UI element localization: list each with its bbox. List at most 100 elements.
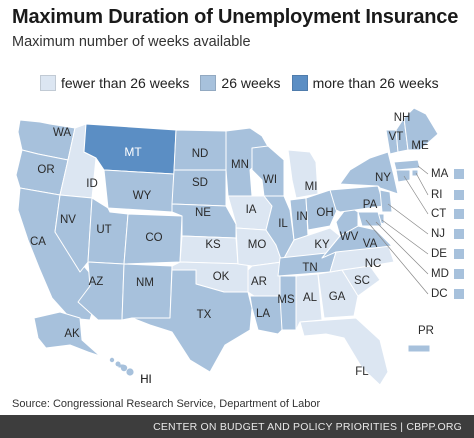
source-note: Source: Congressional Research Service, …: [12, 398, 321, 410]
state-label-ny: NY: [375, 172, 391, 184]
state-label-hi: HI: [140, 374, 152, 386]
map-title: Maximum Duration of Unemployment Insuran…: [12, 6, 459, 28]
callout-line-nj: [387, 203, 429, 235]
state-tx: [131, 269, 253, 373]
state-label-vt: VT: [389, 131, 404, 143]
callout-label-dc: DC: [431, 288, 448, 300]
legend-label-26: 26 weeks: [221, 75, 281, 91]
state-ny: [339, 151, 399, 195]
state-hi-island: [115, 361, 121, 367]
callout-line-md: [375, 221, 429, 275]
state-label-tn: TN: [302, 262, 317, 274]
state-label-id: ID: [86, 178, 98, 190]
state-label-ks: KS: [205, 239, 221, 251]
state-label-ne: NE: [195, 207, 211, 219]
state-ct: [395, 169, 411, 183]
callout-line-dc: [365, 219, 429, 295]
state-label-wy: WY: [133, 190, 152, 202]
state-ak: [33, 311, 101, 357]
state-label-wa: WA: [53, 127, 71, 139]
state-label-ms: MS: [277, 294, 295, 306]
state-nv: [54, 194, 93, 273]
state-label-la: LA: [256, 308, 270, 320]
callout-swatch-ri: [454, 190, 464, 200]
state-label-sc: SC: [354, 275, 370, 287]
legend-label-gt26: more than 26 weeks: [312, 75, 439, 91]
state-oh: [305, 189, 339, 231]
state-fl: [299, 317, 389, 386]
state-label-ut: UT: [96, 224, 111, 236]
state-label-wv: WV: [340, 231, 359, 243]
legend-label-lt26: fewer than 26 weeks: [61, 75, 190, 91]
state-label-pa: PA: [363, 199, 378, 211]
callout-label-ma: MA: [431, 168, 449, 180]
callout-label-ri: RI: [431, 189, 443, 201]
callout-line-ma: [417, 165, 429, 175]
legend-item-26: 26 weeks: [200, 75, 281, 91]
state-label-fl: FL: [355, 366, 369, 378]
state-label-tx: TX: [197, 309, 212, 321]
state-label-nm: NM: [136, 277, 154, 289]
callout-swatch-md: [454, 269, 464, 279]
callout-swatch-dc: [454, 289, 464, 299]
state-label-ia: IA: [246, 204, 257, 216]
state-label-nc: NC: [365, 258, 382, 270]
state-ms: [279, 275, 297, 331]
state-label-in: IN: [296, 211, 308, 223]
callout-line-de: [381, 219, 429, 255]
footer-credit: CENTER ON BUDGET AND POLICY PRIORITIES |…: [153, 421, 462, 433]
callout-line-ct: [403, 175, 429, 215]
state-label-nv: NV: [60, 214, 76, 226]
legend-item-lt26: fewer than 26 weeks: [40, 75, 189, 91]
state-label-ok: OK: [213, 271, 230, 283]
state-label-ca: CA: [30, 236, 46, 248]
state-nj: [379, 189, 393, 213]
callout-label-md: MD: [431, 268, 449, 280]
state-label-ar: AR: [251, 276, 267, 288]
state-label-nd: ND: [192, 148, 209, 160]
callout-label-ct: CT: [431, 208, 446, 220]
state-pr: [407, 344, 431, 353]
state-label-hi: HI: [140, 374, 152, 386]
state-label-az: AZ: [89, 276, 104, 288]
state-label-co: CO: [145, 232, 162, 244]
legend-swatch-26: [200, 75, 217, 91]
callout-label-de: DE: [431, 248, 447, 260]
state-ma: [393, 159, 421, 171]
callout-swatch-ct: [454, 209, 464, 219]
legend-item-gt26: more than 26 weeks: [291, 75, 439, 91]
state-label-pr: PR: [418, 325, 434, 337]
state-hi-island: [126, 368, 134, 376]
state-wi: [251, 145, 285, 197]
map-subtitle: Maximum number of weeks available: [12, 34, 251, 50]
state-hi-island: [109, 357, 115, 363]
state-label-me: ME: [411, 140, 429, 152]
state-pa: [329, 185, 385, 213]
state-label-mo: MO: [248, 239, 267, 251]
callout-swatch-ma: [454, 169, 464, 179]
state-label-or: OR: [37, 164, 54, 176]
state-label-ky: KY: [314, 239, 330, 251]
callout-label-nj: NJ: [431, 228, 445, 240]
state-label-al: AL: [303, 292, 318, 304]
state-label-nh: NH: [394, 112, 411, 124]
legend-swatch-lt26: [40, 75, 56, 91]
state-label-ak: AK: [64, 328, 80, 340]
callout-line-ri: [415, 172, 429, 196]
state-label-sd: SD: [192, 177, 208, 189]
callout-swatch-nj: [454, 229, 464, 239]
state-mn: [225, 127, 271, 197]
state-label-wi: WI: [263, 174, 277, 186]
state-label-mi: MI: [305, 181, 318, 193]
legend-swatch-gt26: [291, 75, 308, 91]
state-label-va: VA: [363, 238, 378, 250]
state-md: [357, 211, 383, 227]
state-label-il: IL: [278, 218, 288, 230]
state-nm: [121, 263, 173, 321]
footer-bar: CENTER ON BUDGET AND POLICY PRIORITIES |…: [0, 415, 474, 438]
state-label-mn: MN: [231, 159, 249, 171]
legend: fewer than 26 weeks 26 weeks more than 2…: [40, 75, 450, 91]
state-label-oh: OH: [316, 207, 333, 219]
state-label-ga: GA: [329, 291, 346, 303]
state-me: [403, 107, 439, 151]
